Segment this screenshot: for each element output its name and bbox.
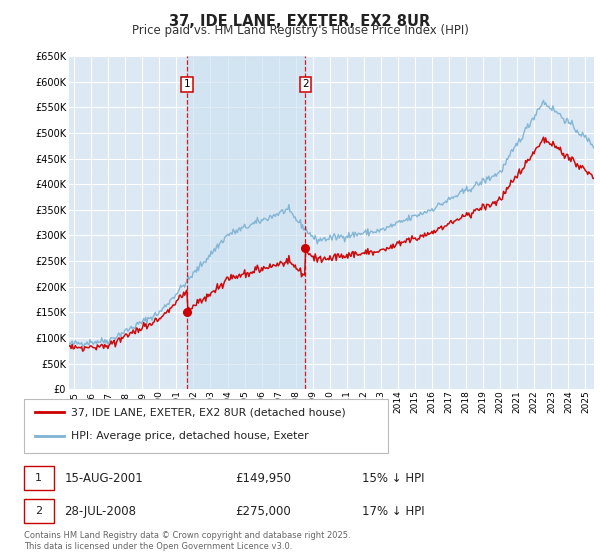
Text: 15-AUG-2001: 15-AUG-2001: [64, 472, 143, 485]
Text: 37, IDE LANE, EXETER, EX2 8UR (detached house): 37, IDE LANE, EXETER, EX2 8UR (detached …: [71, 407, 346, 417]
FancyBboxPatch shape: [23, 499, 54, 524]
Text: 37, IDE LANE, EXETER, EX2 8UR: 37, IDE LANE, EXETER, EX2 8UR: [169, 14, 431, 29]
FancyBboxPatch shape: [23, 466, 54, 491]
Text: Price paid vs. HM Land Registry's House Price Index (HPI): Price paid vs. HM Land Registry's House …: [131, 24, 469, 37]
Text: 1: 1: [184, 79, 190, 89]
Text: HPI: Average price, detached house, Exeter: HPI: Average price, detached house, Exet…: [71, 431, 309, 441]
Text: 17% ↓ HPI: 17% ↓ HPI: [362, 505, 425, 518]
Text: Contains HM Land Registry data © Crown copyright and database right 2025.
This d: Contains HM Land Registry data © Crown c…: [24, 531, 350, 551]
FancyBboxPatch shape: [23, 399, 388, 454]
Text: 28-JUL-2008: 28-JUL-2008: [64, 505, 136, 518]
Text: 1: 1: [35, 473, 42, 483]
Text: £275,000: £275,000: [235, 505, 291, 518]
Text: 2: 2: [302, 79, 309, 89]
Text: £149,950: £149,950: [235, 472, 291, 485]
Text: 15% ↓ HPI: 15% ↓ HPI: [362, 472, 425, 485]
Bar: [187, 56, 305, 389]
Text: 2: 2: [35, 506, 43, 516]
